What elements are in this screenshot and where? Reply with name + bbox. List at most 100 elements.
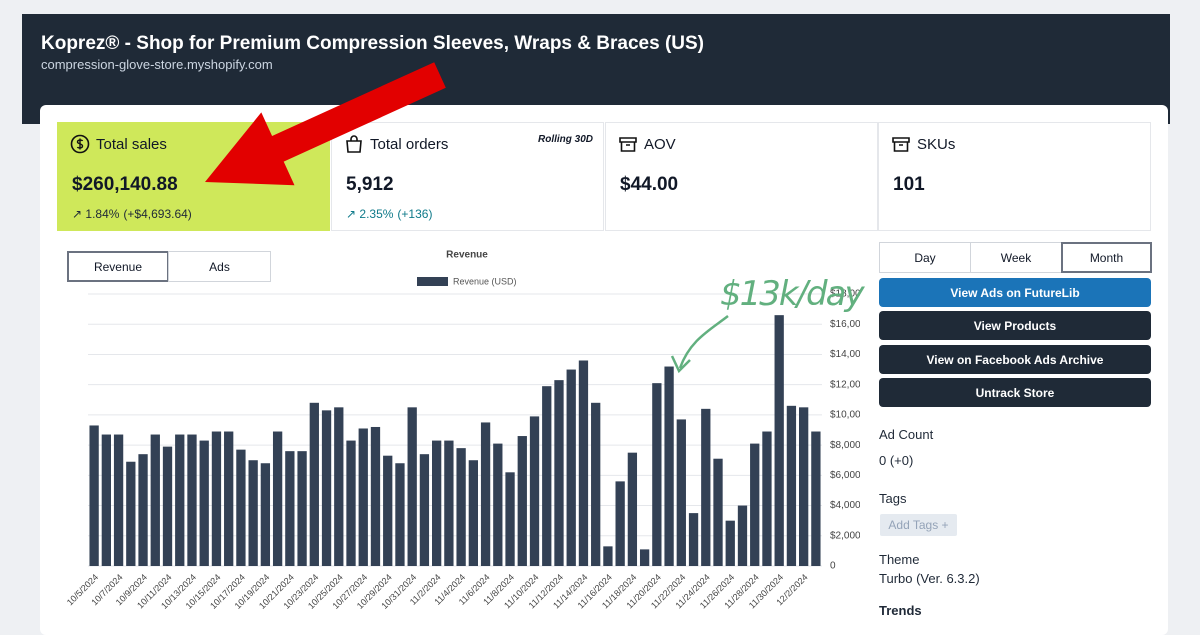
bar bbox=[505, 472, 515, 566]
metric-value: $44.00 bbox=[620, 174, 679, 195]
bar bbox=[407, 407, 417, 566]
metric-change: ↗ 2.35% (+136) bbox=[346, 207, 433, 221]
bar bbox=[162, 446, 173, 566]
bar bbox=[89, 425, 99, 566]
section-label: Theme bbox=[879, 552, 920, 567]
bar bbox=[480, 422, 491, 566]
bar bbox=[664, 366, 674, 566]
metric-change: ↗ 1.84% (+$4,693.64) bbox=[72, 207, 192, 221]
bar bbox=[762, 431, 772, 566]
bar bbox=[260, 463, 271, 566]
change-abs: (+$4,693.64) bbox=[123, 207, 192, 221]
y-tick-label: $4,000 bbox=[830, 500, 860, 511]
theme-value: Turbo (Ver. 6.3.2) bbox=[879, 571, 980, 586]
box-icon bbox=[619, 137, 637, 152]
metric-card: Total sales Rolling 30D $260,140.88 ↗ 1.… bbox=[57, 122, 330, 231]
bar bbox=[774, 315, 784, 566]
change-pct: 1.84% bbox=[85, 207, 120, 221]
button[interactable]: Untrack Store bbox=[879, 378, 1151, 407]
bar bbox=[150, 434, 160, 566]
bar bbox=[419, 454, 430, 566]
period-tab[interactable]: Week bbox=[970, 242, 1062, 273]
ad-count: 0 (+0) bbox=[879, 453, 914, 468]
bar bbox=[786, 405, 797, 566]
bar bbox=[615, 481, 625, 566]
bar bbox=[750, 443, 760, 566]
bar bbox=[236, 449, 246, 566]
bar bbox=[713, 458, 723, 566]
section-label: Ad Count bbox=[879, 427, 934, 442]
bar bbox=[737, 505, 748, 566]
bar bbox=[297, 451, 307, 566]
bar bbox=[224, 431, 234, 566]
bar bbox=[799, 407, 809, 566]
bar bbox=[199, 440, 209, 566]
y-tick-label: $6,000 bbox=[830, 470, 860, 481]
button[interactable]: View Ads on FutureLib bbox=[879, 278, 1151, 307]
bar bbox=[493, 443, 503, 566]
bar bbox=[126, 461, 136, 566]
legend-label: Revenue (USD) bbox=[453, 276, 517, 286]
revenue-chart: Revenue Revenue (USD) 0 $2,000 $4,000 $6,000… bbox=[65, 250, 860, 611]
bar bbox=[187, 434, 197, 566]
metric-label: Total orders bbox=[370, 136, 449, 153]
bar bbox=[517, 436, 527, 566]
change-abs: (+136) bbox=[397, 207, 433, 221]
y-tick-label: $16,000 bbox=[830, 319, 860, 330]
chart-tab[interactable]: Revenue bbox=[67, 251, 169, 282]
bar bbox=[101, 434, 111, 566]
bar bbox=[652, 383, 662, 566]
bar bbox=[272, 431, 283, 566]
bar bbox=[676, 419, 686, 566]
bar bbox=[211, 431, 222, 566]
bar bbox=[725, 520, 735, 566]
chart-title: Revenue bbox=[446, 250, 488, 261]
bar bbox=[468, 460, 478, 566]
bar bbox=[566, 369, 576, 566]
metric-label: AOV bbox=[644, 136, 676, 153]
metric-label: Total sales bbox=[96, 136, 167, 153]
bar bbox=[554, 380, 564, 566]
bar bbox=[138, 454, 148, 566]
y-tick-label: $10,000 bbox=[830, 410, 860, 421]
bar bbox=[811, 431, 821, 566]
button[interactable]: View Products bbox=[879, 311, 1151, 340]
bar bbox=[444, 440, 454, 566]
metric-label: SKUs bbox=[917, 136, 956, 153]
bar bbox=[334, 407, 344, 566]
bar bbox=[688, 513, 699, 566]
y-tick-label: $2,000 bbox=[830, 530, 860, 541]
bar bbox=[383, 455, 393, 566]
dollar-icon bbox=[70, 134, 90, 154]
period-tab[interactable]: Day bbox=[879, 242, 971, 273]
metric-period: Rolling 30D bbox=[537, 134, 593, 145]
bar bbox=[175, 434, 185, 566]
bar bbox=[309, 402, 319, 566]
bar bbox=[432, 440, 442, 566]
button[interactable]: View on Facebook Ads Archive bbox=[879, 345, 1151, 374]
bar bbox=[346, 440, 356, 566]
bar bbox=[321, 410, 332, 566]
bar bbox=[113, 434, 124, 566]
bar bbox=[627, 452, 638, 566]
bar bbox=[395, 463, 405, 566]
bar bbox=[591, 402, 601, 566]
add-tags[interactable]: Add Tags + bbox=[880, 514, 957, 536]
bar bbox=[358, 428, 368, 566]
change-pct: 2.35% bbox=[359, 207, 394, 221]
period-tab[interactable]: Month bbox=[1061, 242, 1152, 273]
bar bbox=[701, 408, 711, 566]
bar bbox=[603, 546, 613, 566]
bar bbox=[285, 451, 295, 566]
section-label: Trends bbox=[879, 603, 922, 618]
y-tick-label: 0 bbox=[830, 561, 836, 572]
metric-value: 101 bbox=[893, 174, 925, 195]
metric-value: $260,140.88 bbox=[72, 174, 178, 195]
metric-card: AOV $44.00 bbox=[605, 122, 878, 231]
y-tick-label: $14,000 bbox=[830, 349, 860, 360]
section-label: Tags bbox=[879, 491, 907, 506]
chart-tab[interactable]: Ads bbox=[168, 251, 271, 282]
bar bbox=[456, 448, 466, 566]
bar bbox=[578, 360, 589, 566]
